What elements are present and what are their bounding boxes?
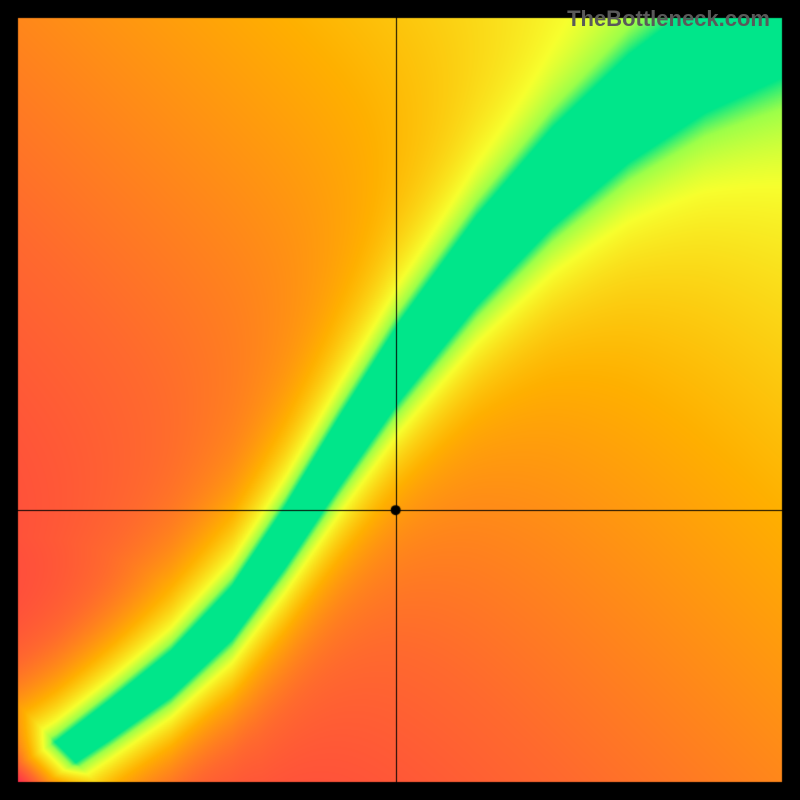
chart-container: TheBottleneck.com: [0, 0, 800, 800]
watermark-text: TheBottleneck.com: [567, 6, 770, 32]
bottleneck-heatmap: [0, 0, 800, 800]
